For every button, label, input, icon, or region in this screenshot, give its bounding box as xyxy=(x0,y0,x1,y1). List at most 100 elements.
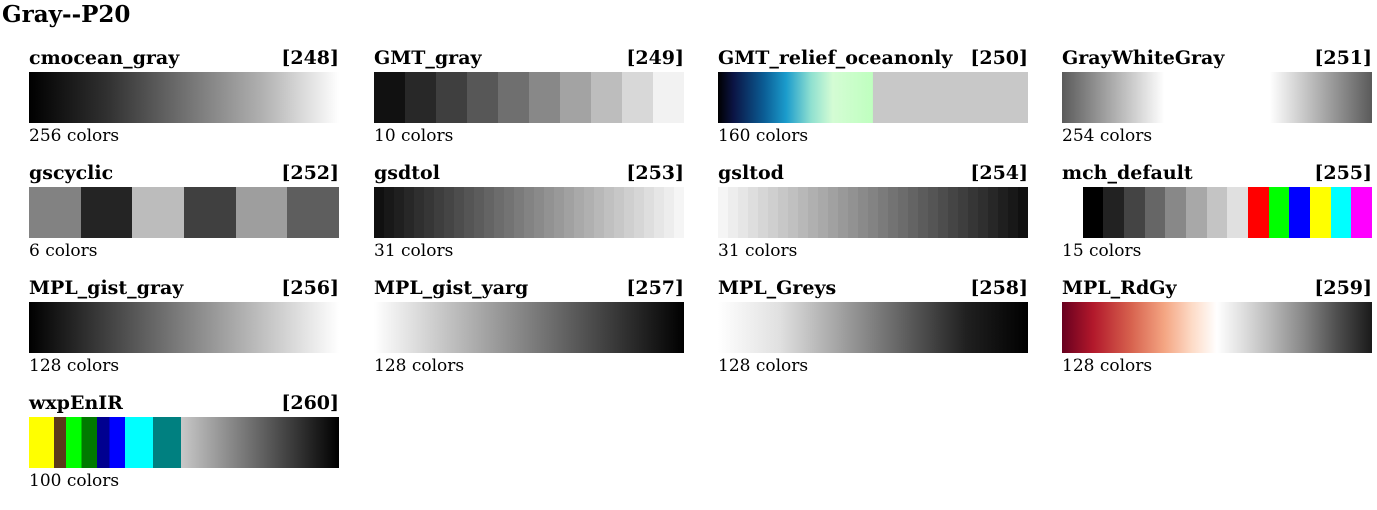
color-count-label: 6 colors xyxy=(29,241,98,261)
color-block xyxy=(534,187,544,238)
color-block xyxy=(444,187,454,238)
colormap-header: wxpEnIR [260] xyxy=(29,391,339,415)
color-block xyxy=(494,187,504,238)
color-block xyxy=(798,187,808,238)
color-block xyxy=(1206,187,1228,238)
color-block xyxy=(653,72,684,123)
colormap-index: [257] xyxy=(626,277,684,299)
color-block xyxy=(414,187,424,238)
color-block xyxy=(968,187,978,238)
color-block xyxy=(1124,187,1145,238)
color-block xyxy=(591,72,622,123)
colormap-name: gsdtol xyxy=(374,162,440,184)
color-block xyxy=(235,187,288,238)
color-block xyxy=(1268,187,1290,238)
color-block xyxy=(80,187,133,238)
color-block xyxy=(808,187,818,238)
color-count-label: 10 colors xyxy=(374,126,454,146)
color-block xyxy=(464,187,474,238)
colormap-card: gsdtol [253] 31 colors xyxy=(374,161,684,271)
colormap-card: cmocean_gray [248] 256 colors xyxy=(29,46,339,156)
color-block xyxy=(584,187,594,238)
colormap-name: gsltod xyxy=(718,162,784,184)
color-count-label: 128 colors xyxy=(29,356,120,376)
color-block xyxy=(908,187,918,238)
colormap-name: mch_default xyxy=(1062,162,1193,184)
colormap-name: cmocean_gray xyxy=(29,47,180,69)
colormap-name: GMT_gray xyxy=(374,47,482,69)
colormap-name: GMT_relief_oceanonly xyxy=(718,47,953,69)
color-block xyxy=(634,187,644,238)
color-block xyxy=(644,187,654,238)
color-block xyxy=(436,72,467,123)
colormap-header: MPL_gist_gray [256] xyxy=(29,276,339,300)
colormap-card: gscyclic [252] 6 colors xyxy=(29,161,340,271)
colormap-index: [249] xyxy=(626,47,684,69)
color-count-label: 128 colors xyxy=(1062,356,1153,376)
color-block xyxy=(524,187,534,238)
colormap-swatch xyxy=(374,302,684,353)
color-block xyxy=(1144,187,1166,238)
color-block xyxy=(1082,187,1104,238)
color-block xyxy=(504,187,514,238)
colormap-card: mch_default [255] 15 colors xyxy=(1062,161,1373,271)
color-block xyxy=(858,187,868,238)
color-block xyxy=(948,187,958,238)
color-block xyxy=(888,187,898,238)
colormap-card: gsltod [254] 31 colors xyxy=(718,161,1028,271)
color-block xyxy=(1248,187,1269,238)
color-count-label: 128 colors xyxy=(374,356,465,376)
color-block xyxy=(728,187,738,238)
color-block xyxy=(1330,187,1352,238)
color-block xyxy=(287,187,340,238)
color-block xyxy=(594,187,604,238)
color-block xyxy=(184,187,236,238)
color-block xyxy=(878,187,888,238)
colormap-name: MPL_Greys xyxy=(718,277,837,299)
color-block xyxy=(674,187,684,238)
colormap-name: MPL_gist_yarg xyxy=(374,277,529,299)
color-block xyxy=(454,187,464,238)
color-count-label: 31 colors xyxy=(374,241,454,261)
color-block xyxy=(604,187,614,238)
color-block xyxy=(1351,187,1373,238)
colormap-header: GMT_gray [249] xyxy=(374,46,684,70)
colormap-swatch xyxy=(1062,72,1372,123)
colormap-index: [248] xyxy=(281,47,339,69)
color-block xyxy=(405,72,436,123)
colormap-header: MPL_gist_yarg [257] xyxy=(374,276,684,300)
color-block xyxy=(778,187,788,238)
colormap-card: MPL_gist_gray [256] 128 colors xyxy=(29,276,339,386)
color-block xyxy=(998,187,1008,238)
colormap-index: [251] xyxy=(1314,47,1372,69)
colormap-header: gsdtol [253] xyxy=(374,161,684,185)
color-block xyxy=(404,187,414,238)
color-block xyxy=(564,187,574,238)
color-block xyxy=(768,187,778,238)
color-block xyxy=(1103,187,1125,238)
color-block xyxy=(424,187,434,238)
color-block xyxy=(1018,187,1028,238)
color-block xyxy=(498,72,529,123)
color-block xyxy=(928,187,938,238)
color-block xyxy=(868,187,878,238)
colormap-index: [254] xyxy=(970,162,1028,184)
colormap-swatch xyxy=(1062,302,1372,353)
color-block xyxy=(560,72,591,123)
colormap-card: GMT_relief_oceanonly [250] 160 colors xyxy=(718,46,1028,156)
color-block xyxy=(614,187,624,238)
colormap-index: [258] xyxy=(970,277,1028,299)
color-block xyxy=(1289,187,1311,238)
color-block xyxy=(514,187,524,238)
color-count-label: 256 colors xyxy=(29,126,120,146)
color-block xyxy=(848,187,858,238)
color-block xyxy=(394,187,404,238)
colormap-name: GrayWhiteGray xyxy=(1062,47,1225,69)
color-block xyxy=(384,187,394,238)
color-block xyxy=(838,187,848,238)
color-block xyxy=(1062,187,1083,238)
colormap-index: [252] xyxy=(281,162,339,184)
color-block xyxy=(574,187,584,238)
color-block xyxy=(434,187,444,238)
colormap-card: GrayWhiteGray [251] 254 colors xyxy=(1062,46,1372,156)
